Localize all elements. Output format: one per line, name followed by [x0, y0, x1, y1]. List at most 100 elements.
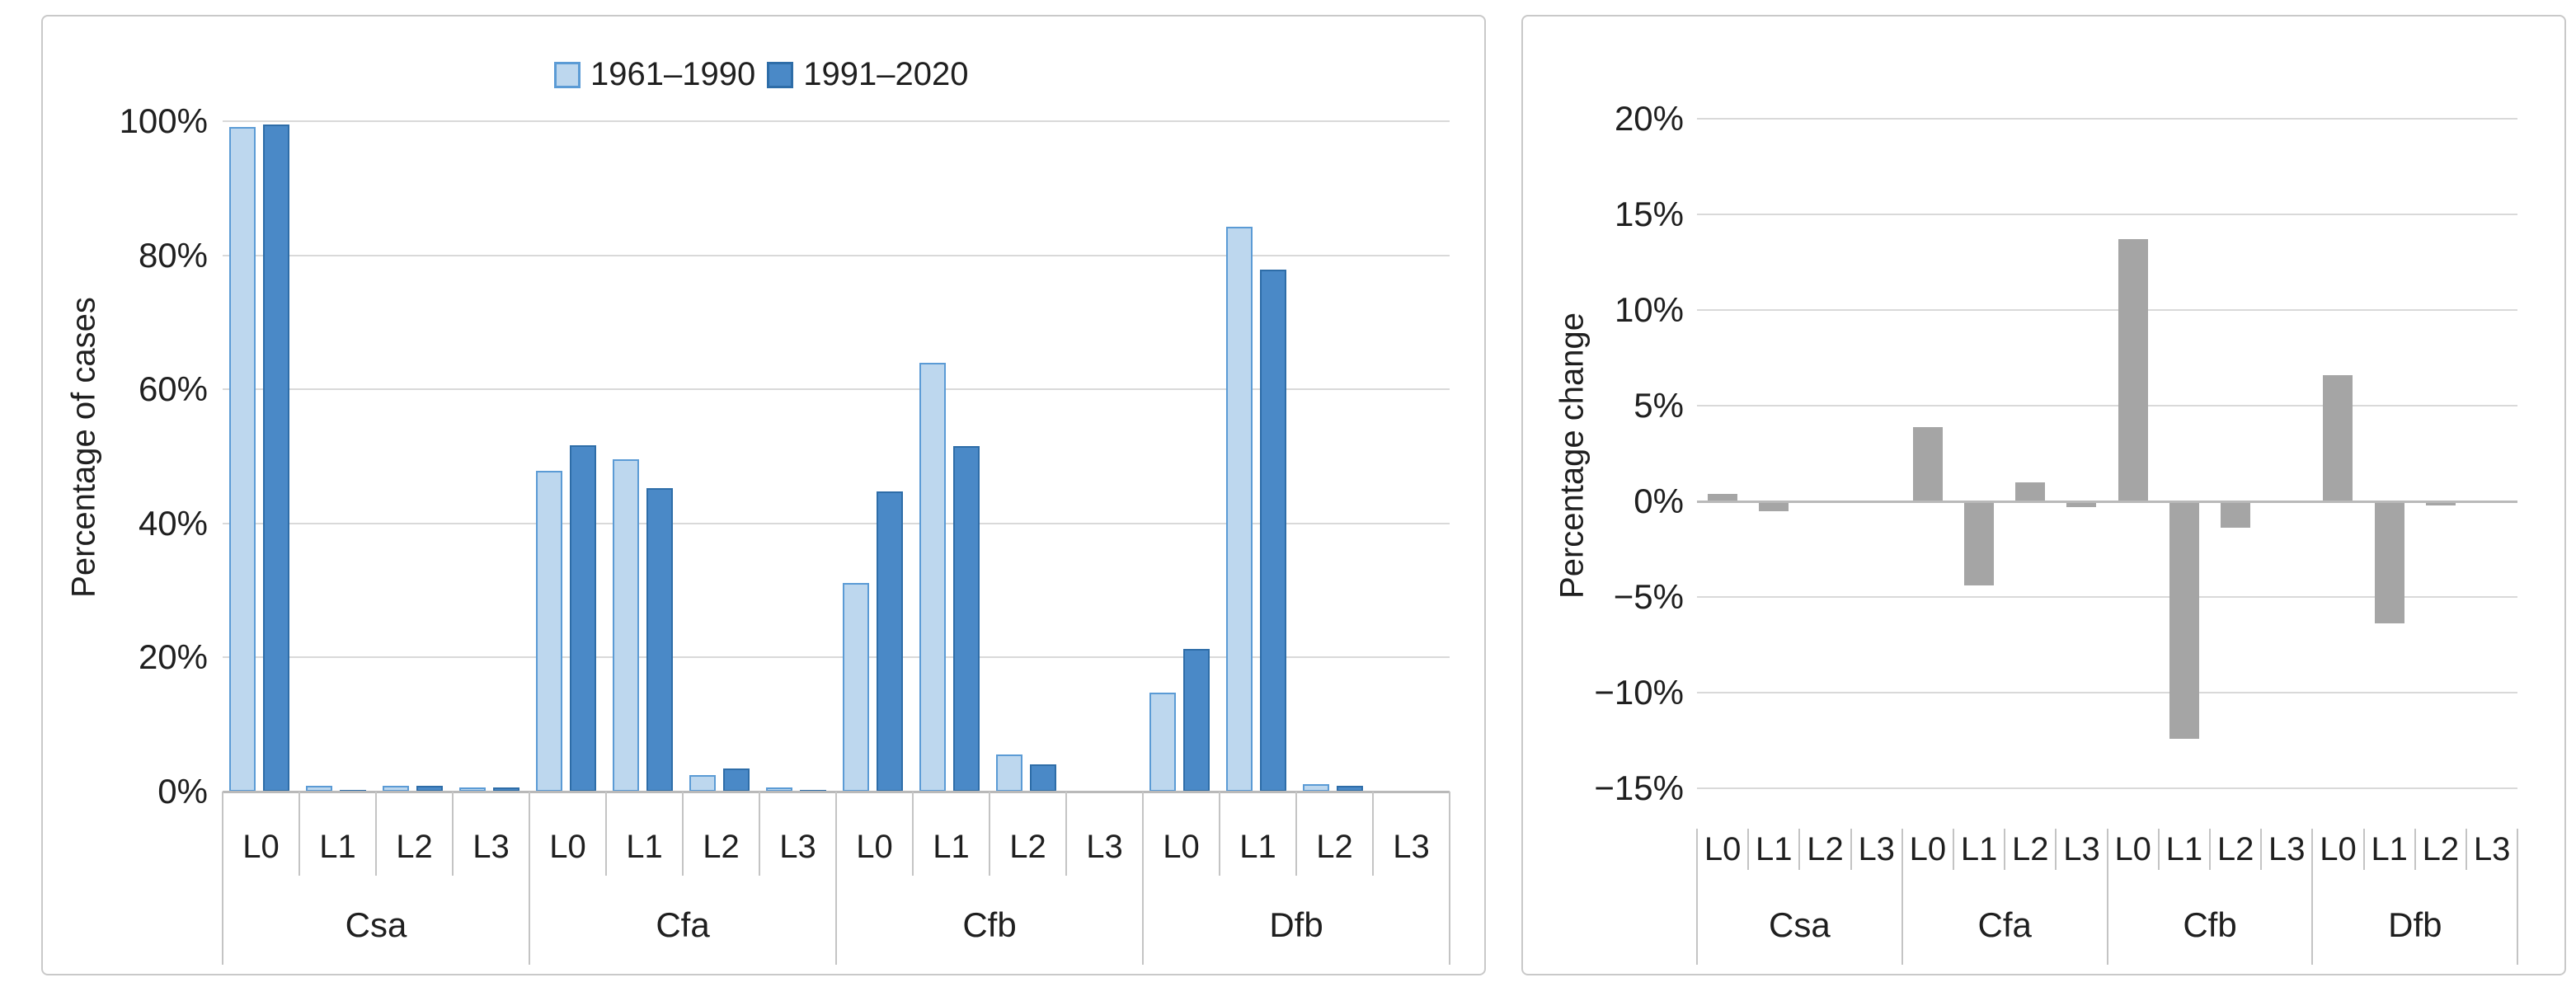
group-separator — [529, 792, 530, 965]
y-tick-label: 40% — [138, 503, 208, 543]
y-tick-label: 5% — [1634, 386, 1684, 425]
group-separator — [2106, 829, 2108, 965]
subcategory-separator — [1219, 792, 1220, 876]
subcategory-label: L1 — [1239, 829, 1276, 865]
subcategory-label: L2 — [2012, 831, 2049, 867]
subcategory-separator — [605, 792, 607, 876]
y-tick-label: −10% — [1594, 673, 1684, 712]
group-label: Csa — [345, 905, 407, 944]
gridline — [1697, 214, 2517, 215]
y-tick-label: 100% — [119, 101, 208, 140]
bar-Dfb-L2-series1 — [2425, 501, 2456, 505]
subcategory-separator — [2260, 829, 2263, 870]
legend-label-1961-1990: 1961–1990 — [590, 56, 756, 92]
group-separator — [2311, 829, 2314, 965]
gridline — [1697, 787, 2517, 789]
subcategory-separator — [682, 792, 684, 876]
subcategory-separator — [375, 792, 377, 876]
bar-Csa-L0-series2 — [263, 125, 289, 792]
group-label: Cfb — [2183, 905, 2237, 944]
bar-Dfb-L1-series1 — [1226, 226, 1253, 792]
bar-Dfb-L2-series2 — [1337, 785, 1363, 792]
legend-swatch-1991-2020 — [767, 61, 794, 88]
bar-Cfb-L1-series2 — [953, 446, 980, 792]
bar-Cfb-L2-series2 — [1030, 764, 1056, 792]
bar-Csa-L1-series1 — [1759, 501, 1789, 511]
bar-Dfb-L1-series1 — [2374, 501, 2404, 624]
subcategory-label: L3 — [472, 829, 510, 865]
subcategory-separator — [912, 792, 914, 876]
y-tick-label: 20% — [1614, 99, 1684, 138]
subcategory-label: L0 — [2114, 831, 2151, 867]
y-tick-label: 0% — [157, 772, 208, 811]
subcategory-label: L1 — [1756, 831, 1793, 867]
subcategory-separator — [1295, 792, 1297, 876]
subcategory-label: L0 — [856, 829, 893, 865]
subcategory-label: L2 — [2422, 831, 2460, 867]
group-separator — [222, 792, 223, 965]
group-separator — [2517, 829, 2519, 965]
bar-Dfb-L0-series1 — [2323, 374, 2353, 501]
group-separator — [1696, 829, 1698, 965]
subcategory-separator — [1798, 829, 1801, 870]
left-chart-legend: 1961–1990 1991–2020 — [554, 56, 968, 93]
bar-Cfa-L2-series1 — [689, 774, 716, 792]
subcategory-label: L3 — [1393, 829, 1430, 865]
subcategory-label: L3 — [2063, 831, 2100, 867]
legend-label-1991-2020: 1991–2020 — [803, 56, 969, 92]
subcategory-separator — [989, 792, 990, 876]
gridline — [1697, 118, 2517, 120]
subcategory-label: L1 — [626, 829, 663, 865]
right-chart-panel: Percentage change 20% 15% 10% 5% 0% −5% −10% −1… — [1521, 15, 2566, 975]
bar-Cfa-L1-series2 — [646, 487, 673, 792]
group-label: Dfb — [2388, 905, 2442, 944]
subcategory-label: L0 — [242, 829, 280, 865]
group-separator — [835, 792, 837, 965]
subcategory-label: L0 — [1909, 831, 1947, 867]
subcategory-separator — [1065, 792, 1067, 876]
y-tick-label: 10% — [1614, 290, 1684, 329]
group-label: Cfa — [1977, 905, 2032, 944]
y-tick-label: 60% — [138, 369, 208, 409]
subcategory-label: L3 — [779, 829, 816, 865]
group-separator — [1449, 792, 1450, 965]
subcategory-label: L0 — [549, 829, 586, 865]
x-axis-line — [1697, 501, 2517, 503]
bar-Dfb-L0-series2 — [1183, 648, 1210, 792]
y-tick-label: 80% — [138, 235, 208, 275]
bar-Cfa-L0-series1 — [536, 471, 562, 792]
bar-Dfb-L2-series1 — [1303, 784, 1329, 792]
bar-Dfb-L0-series1 — [1149, 693, 1176, 792]
subcategory-separator — [2209, 829, 2211, 870]
subcategory-label: L1 — [319, 829, 356, 865]
gridline — [1697, 596, 2517, 598]
bar-Dfb-L1-series2 — [1260, 269, 1286, 792]
bar-Cfa-L2-series1 — [2015, 482, 2046, 501]
subcategory-label: L1 — [2165, 831, 2203, 867]
subcategory-label: L0 — [1163, 829, 1200, 865]
subcategory-separator — [298, 792, 300, 876]
gridline — [223, 522, 1450, 524]
left-y-axis-title: Percentage of cases — [65, 297, 102, 598]
subcategory-label: L2 — [396, 829, 433, 865]
gridline — [223, 120, 1450, 122]
subcategory-label: L3 — [2473, 831, 2511, 867]
subcategory-separator — [1850, 829, 1852, 870]
subcategory-label: L2 — [703, 829, 740, 865]
y-tick-label: −15% — [1594, 768, 1684, 807]
bar-Cfa-L1-series1 — [1964, 501, 1994, 586]
subcategory-label: L1 — [933, 829, 970, 865]
subcategory-separator — [1747, 829, 1750, 870]
subcategory-separator — [2414, 829, 2416, 870]
y-tick-label: 0% — [1634, 482, 1684, 520]
y-tick-label: 20% — [138, 637, 208, 677]
group-label: Cfb — [962, 905, 1017, 944]
subcategory-label: L2 — [1807, 831, 1844, 867]
group-separator — [1142, 792, 1144, 965]
subcategory-label: L0 — [2320, 831, 2357, 867]
subcategory-label: L3 — [2268, 831, 2306, 867]
bar-Cfa-L0-series1 — [1912, 426, 1943, 501]
bar-Cfa-L0-series2 — [570, 444, 596, 792]
bar-Cfb-L1-series1 — [2169, 501, 2199, 739]
subcategory-separator — [2362, 829, 2365, 870]
